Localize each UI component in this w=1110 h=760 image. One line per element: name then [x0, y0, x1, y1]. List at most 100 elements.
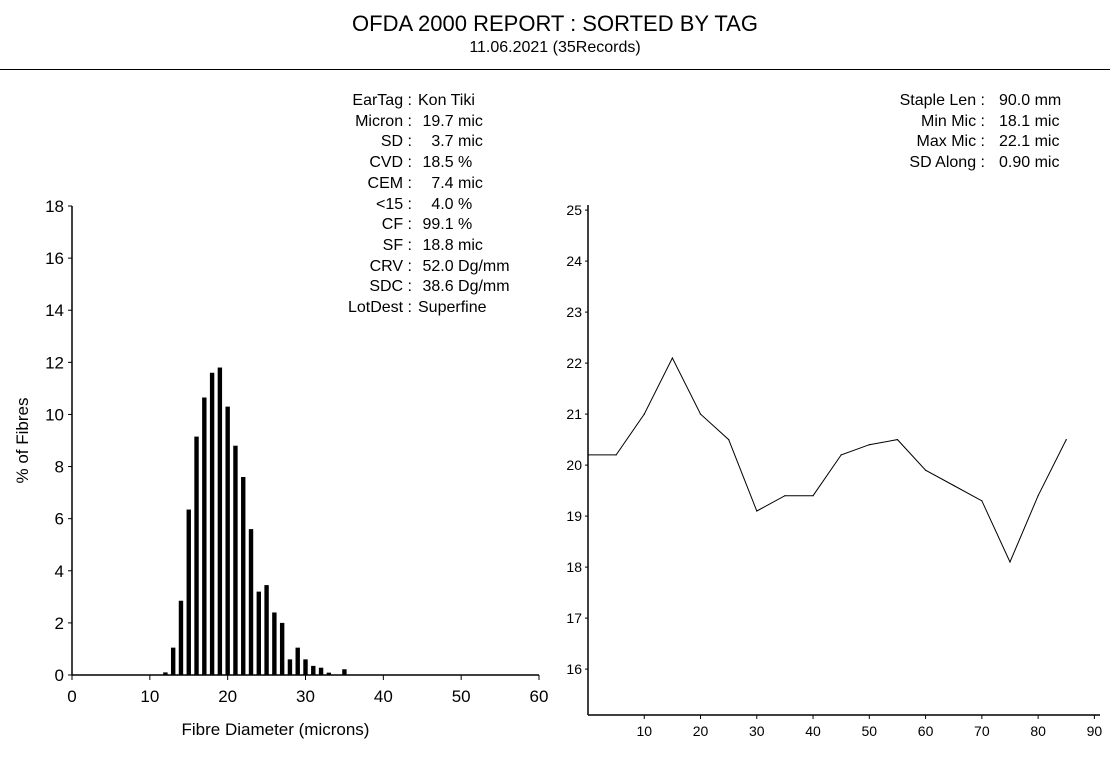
- x-tick-label: 50: [862, 723, 878, 739]
- y-tick-label: 4: [55, 562, 64, 581]
- histogram-bar: [209, 372, 215, 675]
- stat-label: SF :: [382, 236, 412, 254]
- data-point: [812, 495, 814, 497]
- stat-label: EarTag :: [352, 92, 412, 109]
- stat-value: 3.7 mic: [418, 133, 483, 151]
- y-tick-label: 21: [566, 406, 582, 422]
- x-tick-label: 20: [693, 723, 709, 739]
- y-tick-label: 20: [566, 457, 582, 473]
- x-tick-label: 30: [749, 723, 765, 739]
- stat-row: CVD : 18.5 %: [300, 153, 510, 174]
- x-tick-label: 50: [452, 687, 471, 706]
- stat-label: CEM :: [367, 174, 412, 192]
- data-point: [756, 510, 758, 512]
- data-point: [671, 357, 673, 359]
- histogram-bar: [318, 667, 324, 675]
- x-tick-label: 40: [374, 687, 393, 706]
- x-tick-label: 70: [974, 723, 990, 739]
- data-point: [1065, 439, 1067, 441]
- y-axis-label: % of Fibres: [13, 398, 32, 484]
- stat-label: CRV :: [369, 257, 412, 275]
- y-tick-label: 16: [45, 249, 64, 268]
- stat-label: CVD :: [369, 154, 412, 172]
- x-axis-label: Fibre Diameter (microns): [182, 720, 370, 739]
- stat-label: LotDest :: [347, 299, 412, 317]
- data-point: [981, 500, 983, 502]
- stat-value: 0.90 mic: [999, 154, 1060, 172]
- stat-label: Min Mic :: [921, 112, 985, 130]
- y-tick-label: 17: [566, 610, 582, 626]
- histogram-bar: [241, 476, 246, 675]
- stat-row: CEM : 7.4 mic: [300, 174, 510, 195]
- stat-row: Min Mic : 18.1 mic: [860, 112, 1061, 133]
- y-tick-label: 18: [45, 197, 64, 216]
- histogram-bar: [295, 647, 300, 675]
- histogram-bar: [303, 659, 308, 675]
- fibre-stats-panel: EarTag : Kon Tiki Micron : 19.7 mic SD : 3.…: [300, 91, 510, 319]
- histogram-bar: [186, 509, 191, 675]
- stat-value: 22.1 mic: [999, 133, 1060, 151]
- histogram-bar: [217, 367, 223, 675]
- x-tick-label: 10: [636, 723, 652, 739]
- x-tick-label: 40: [805, 723, 821, 739]
- stat-row: Staple Len : 90.0 mm: [860, 91, 1062, 112]
- stat-label: Micron :: [355, 112, 412, 130]
- y-tick-label: 12: [45, 353, 64, 372]
- histogram-bar: [163, 672, 168, 675]
- stat-value: 90.0 mm: [999, 92, 1062, 109]
- stat-row: SD Along : 0.90 mic: [860, 153, 1061, 174]
- x-tick-label: 20: [218, 687, 237, 706]
- y-tick-label: 22: [566, 355, 582, 371]
- y-tick-label: 8: [55, 458, 64, 477]
- data-point: [1037, 495, 1039, 497]
- stat-row: SD : 3.7 mic: [300, 132, 510, 153]
- histogram-bar: [170, 647, 176, 675]
- stat-row: CF : 99.1 %: [300, 215, 510, 236]
- data-point: [728, 439, 730, 441]
- histogram-bar: [194, 436, 199, 675]
- histogram-bar: [326, 672, 332, 675]
- data-point: [587, 454, 589, 456]
- y-tick-label: 23: [566, 304, 582, 320]
- stat-value: 19.7 mic: [418, 112, 483, 130]
- stat-value: 18.5 %: [418, 154, 473, 172]
- y-tick-label: 25: [566, 202, 582, 218]
- histogram-bar: [264, 585, 269, 675]
- report-title: OFDA 2000 REPORT : SORTED BY TAG: [352, 11, 758, 36]
- y-tick-label: 14: [45, 301, 64, 320]
- histogram-bar: [272, 612, 277, 675]
- data-point: [1009, 561, 1011, 563]
- stat-row: Micron : 19.7 mic: [300, 112, 510, 133]
- histogram-bar: [202, 397, 207, 675]
- stat-label: <15 :: [375, 195, 412, 213]
- histogram-bar: [248, 529, 254, 675]
- x-tick-label: 0: [67, 687, 76, 706]
- stat-value: Superfine: [418, 299, 487, 317]
- histogram-bar: [342, 669, 347, 675]
- y-tick-label: 18: [566, 559, 582, 575]
- stat-row: SDC : 38.6 Dg/mm: [300, 277, 509, 298]
- x-tick-label: 90: [1087, 723, 1103, 739]
- y-tick-label: 24: [566, 253, 582, 269]
- histogram-bar: [287, 659, 293, 675]
- data-point: [840, 454, 842, 456]
- header-divider: [0, 69, 1110, 70]
- data-point: [868, 444, 870, 446]
- x-tick-label: 60: [918, 723, 934, 739]
- stat-value: Kon Tiki: [418, 92, 475, 109]
- histogram-bar: [233, 445, 238, 675]
- x-tick-label: 60: [530, 687, 549, 706]
- y-tick-label: 19: [566, 508, 582, 524]
- stat-row: LotDest : Superfine: [300, 298, 510, 319]
- data-point: [615, 454, 617, 456]
- stat-value: 18.1 mic: [999, 112, 1060, 130]
- stat-label: CF :: [381, 216, 412, 234]
- staple-stats-panel: Staple Len : 90.0 mm Min Mic : 18.1 mic Max …: [860, 91, 1062, 174]
- micron-profile-line: [588, 356, 1067, 564]
- y-tick-label: 0: [55, 666, 64, 685]
- stat-value: 4.0 %: [418, 195, 473, 213]
- x-tick-label: 10: [140, 687, 159, 706]
- report-subtitle: 11.06.2021 (35Records): [469, 39, 641, 56]
